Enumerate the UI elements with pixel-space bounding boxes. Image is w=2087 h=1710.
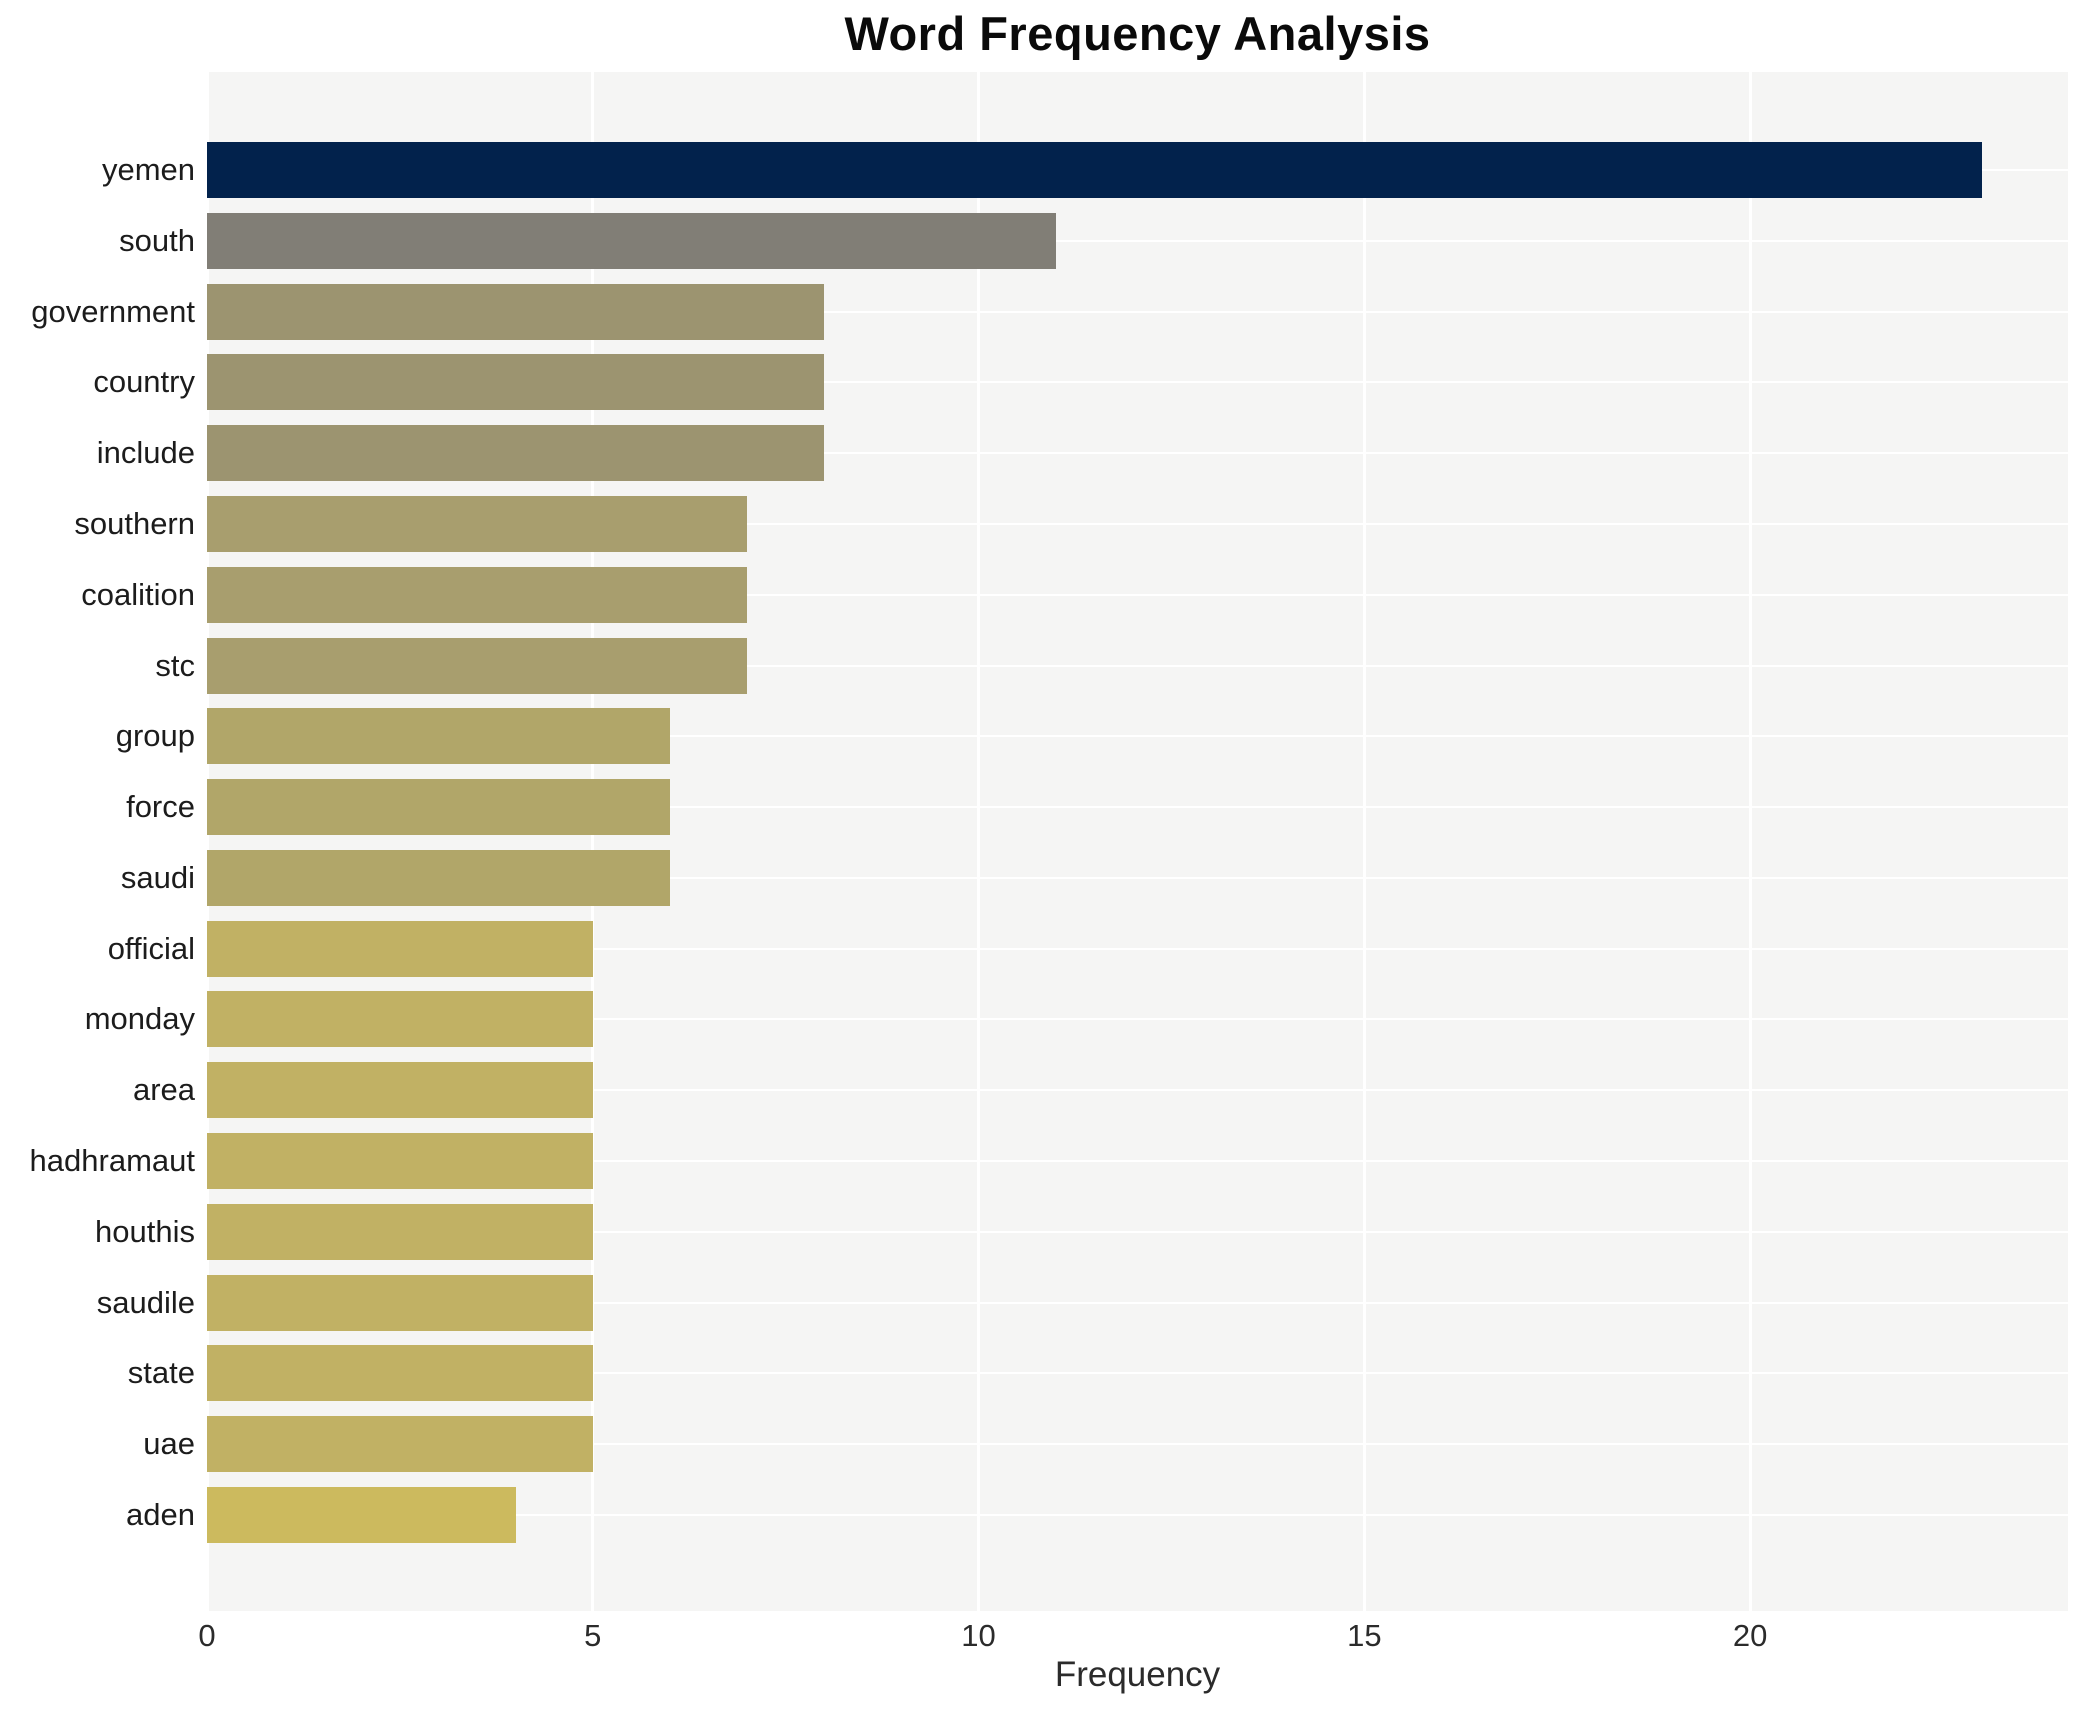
bar-area <box>207 1062 593 1119</box>
y-gridline <box>207 1443 2068 1446</box>
bar-hadhramaut <box>207 1133 593 1190</box>
bar-uae <box>207 1416 593 1473</box>
bar-south <box>207 212 1056 269</box>
bar-saudile <box>207 1274 593 1331</box>
y-gridline <box>207 735 2068 738</box>
bar-state <box>207 1345 593 1402</box>
y-tick-label-uae: uae <box>143 1426 195 1462</box>
y-tick-label-aden: aden <box>126 1497 195 1532</box>
x-axis-label: Frequency <box>1054 1655 1221 1694</box>
bar-government <box>207 283 825 340</box>
x-tick-label-0: 0 <box>198 1618 216 1653</box>
y-gridline <box>207 1230 2068 1233</box>
bar-country <box>207 354 825 411</box>
y-gridline <box>207 1089 2068 1092</box>
y-tick-label-country: country <box>93 364 195 400</box>
x-tick-label-5: 5 <box>584 1618 602 1653</box>
y-gridline <box>207 381 2068 384</box>
y-tick-label-area: area <box>132 1072 195 1108</box>
x-tick-label-10: 10 <box>961 1618 996 1653</box>
y-gridline <box>207 664 2068 667</box>
y-gridline <box>207 1160 2068 1163</box>
y-gridline <box>207 1301 2068 1304</box>
y-gridline <box>207 947 2068 950</box>
y-tick-label-monday: monday <box>84 1001 195 1037</box>
y-tick-label-houthis: houthis <box>95 1213 195 1249</box>
y-tick-label-south: south <box>119 222 195 258</box>
y-gridline <box>207 239 2068 242</box>
x-gridline-5 <box>591 72 595 1611</box>
bar-aden <box>207 1487 516 1543</box>
y-gridline <box>207 593 2068 596</box>
y-tick-label-include: include <box>96 435 195 471</box>
y-tick-label-official: official <box>107 930 195 966</box>
y-gridline <box>207 876 2068 879</box>
y-gridline <box>207 1514 2068 1516</box>
y-gridline <box>207 522 2068 525</box>
bar-coalition <box>207 566 748 623</box>
y-tick-label-saudile: saudile <box>96 1284 195 1320</box>
bar-official <box>207 920 593 977</box>
x-tick-label-20: 20 <box>1732 1618 1768 1653</box>
y-gridline <box>207 1018 2068 1021</box>
bar-stc <box>207 637 748 694</box>
x-gridline-15 <box>1362 72 1366 1611</box>
bar-houthis <box>207 1203 593 1260</box>
y-tick-label-group: group <box>115 718 195 754</box>
bar-monday <box>207 991 593 1048</box>
y-tick-label-state: state <box>127 1355 195 1391</box>
y-gridline <box>207 806 2068 809</box>
y-gridline <box>207 452 2068 455</box>
y-tick-label-saudi: saudi <box>120 859 195 895</box>
bar-southern <box>207 495 748 552</box>
y-tick-label-stc: stc <box>155 647 195 683</box>
x-gridline-20 <box>1748 72 1752 1611</box>
y-tick-label-southern: southern <box>74 505 195 541</box>
bar-include <box>207 425 825 482</box>
bar-force <box>207 779 670 836</box>
bar-group <box>207 708 670 765</box>
y-tick-label-coalition: coalition <box>81 576 195 612</box>
y-tick-label-hadhramaut: hadhramaut <box>29 1143 195 1179</box>
chart-title: Word Frequency Analysis <box>844 7 1431 60</box>
plot-area <box>205 72 2068 1611</box>
bar-saudi <box>207 849 670 906</box>
y-tick-label-yemen: yemen <box>101 152 195 187</box>
bar-yemen <box>207 142 1982 198</box>
x-tick-label-15: 15 <box>1347 1618 1382 1653</box>
x-gridline-10 <box>977 72 981 1611</box>
x-gridline-0 <box>205 72 209 1611</box>
y-tick-label-force: force <box>126 789 195 825</box>
y-tick-label-government: government <box>31 293 195 329</box>
y-gridline <box>207 310 2068 313</box>
y-gridline <box>207 1372 2068 1375</box>
